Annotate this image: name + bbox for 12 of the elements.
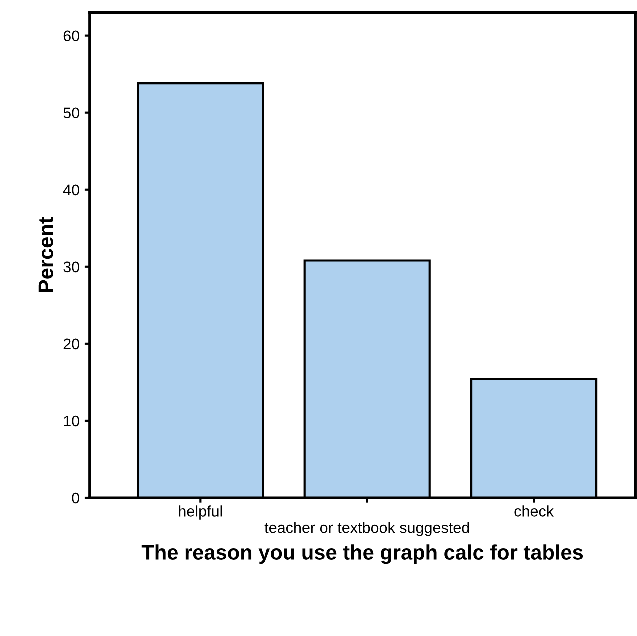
x-tick-label: helpful (179, 506, 222, 520)
y-tick-label: 0 (72, 492, 80, 504)
x-tick-label: check (514, 506, 554, 517)
x-tick-label: teacher or textbook suggested (264, 522, 470, 536)
x-axis-title: The reason you use the graph calc for tables (142, 544, 584, 564)
y-tick-label: 60 (64, 30, 80, 42)
y-tick-label: 50 (64, 108, 80, 119)
y-tick-label: 20 (64, 338, 80, 350)
y-tick-label: 10 (64, 416, 80, 427)
y-tick-label: 40 (63, 184, 80, 196)
y-tick-label: 30 (64, 262, 80, 273)
y-axis-title: Percent (38, 217, 54, 292)
